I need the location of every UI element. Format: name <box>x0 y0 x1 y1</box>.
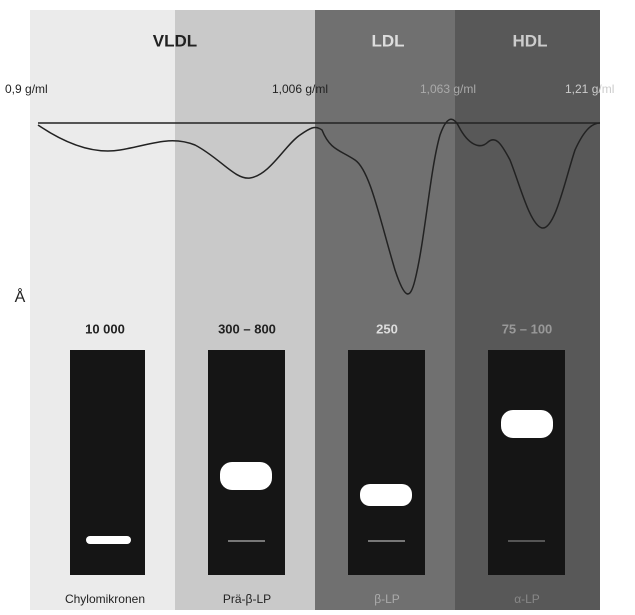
figure: VLDL LDL HDL 0,9 g/ml 1,006 g/ml 1,063 g… <box>0 0 635 610</box>
size-label: 300 – 800 <box>218 321 276 336</box>
size-label: 10 000 <box>85 321 125 336</box>
gel-band <box>360 484 412 506</box>
density-label: 1,21 g/ml <box>565 82 614 96</box>
class-label: LDL <box>371 31 404 50</box>
gel-band <box>86 536 131 544</box>
lane-label: Chylomikronen <box>65 592 145 606</box>
gel-band <box>220 462 272 490</box>
density-label: 1,006 g/ml <box>272 82 328 96</box>
gel-band <box>501 410 553 438</box>
lane-label: Prä-β-LP <box>223 592 271 606</box>
class-label: HDL <box>513 31 548 50</box>
class-label: VLDL <box>153 31 197 50</box>
lane-label: α-LP <box>514 592 540 606</box>
lane-label: β-LP <box>374 592 400 606</box>
size-label: 250 <box>376 321 398 336</box>
size-unit: Å <box>15 287 26 306</box>
size-label: 75 – 100 <box>502 321 553 336</box>
density-label: 1,063 g/ml <box>420 82 476 96</box>
density-label: 0,9 g/ml <box>5 82 48 96</box>
